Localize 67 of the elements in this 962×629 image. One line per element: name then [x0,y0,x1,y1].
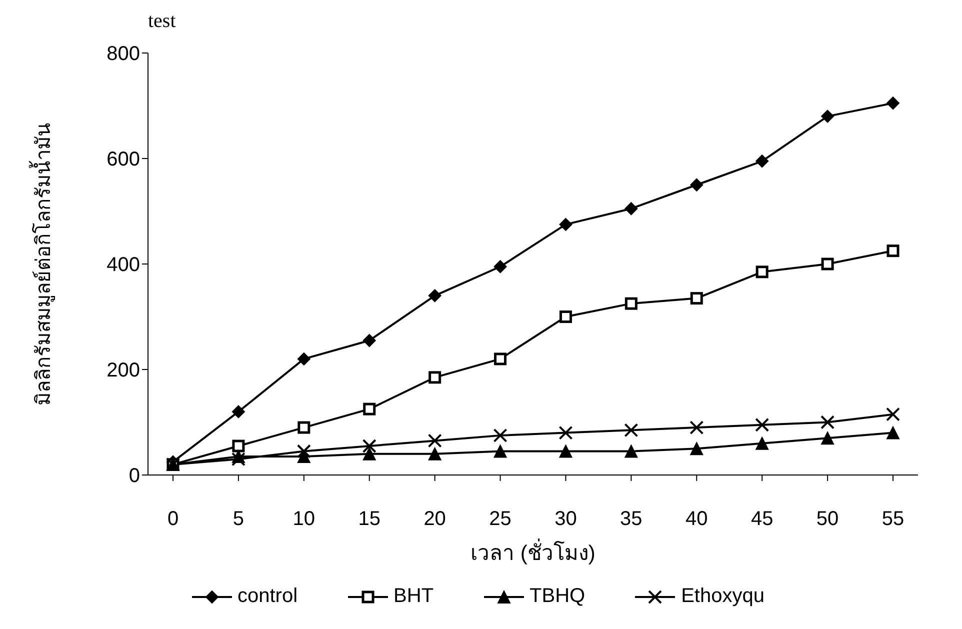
y-tick-label: 800 [106,43,140,66]
x-tick-label: 40 [686,508,708,530]
point [756,436,769,450]
x-tick-label: 45 [750,508,774,530]
point [756,154,769,168]
point [428,434,442,448]
point [559,310,572,323]
x-tick-label: 10 [292,508,316,530]
x-tick-label: 15 [358,508,380,530]
point [559,444,572,458]
point [428,447,442,460]
point [886,244,900,258]
point [690,420,704,435]
point [297,450,310,464]
x-axis-title: เวลา (ชั่วโมง) [470,538,596,565]
text: test [148,10,176,33]
point [363,402,376,416]
y-tick-label: 400 [106,254,140,276]
point [428,371,442,384]
point [558,426,573,440]
y-tick-label: 200 [106,360,140,382]
x-tick-label: 50 [816,508,839,530]
y-axis-title: มิลลิกรัมสมมูลย์ต่อกิโลกรัมน้ำมัน [29,122,56,406]
point [428,289,442,302]
point [624,202,638,216]
point [755,418,770,432]
x-tick-label: 0 [167,508,179,530]
legend-label: control [236,585,298,608]
point [494,444,507,458]
point [362,447,376,460]
point [297,352,310,366]
point [296,444,311,458]
y-tick-label: 600 [106,148,140,171]
point [362,334,376,347]
point [624,297,638,310]
legend-label: Ethoxyqu [680,585,764,608]
point [298,421,310,434]
legend-label: TBHQ [528,585,586,608]
point [886,407,900,422]
legend-label: BHT [392,585,434,608]
x-tick-label: 30 [554,508,577,530]
point [821,432,834,445]
x-tick-label: 25 [489,508,512,530]
point [821,258,834,270]
point [690,292,703,305]
point [362,438,376,453]
point [624,444,638,458]
x-tick-label: 55 [882,508,904,530]
point [690,178,704,192]
point [494,260,507,274]
point [821,110,834,123]
point [756,266,768,278]
y-tick-label: 0 [128,465,140,488]
point [494,352,507,366]
x-tick-label: 5 [232,508,244,530]
x-tick-label: 20 [424,508,446,530]
point [232,440,245,452]
x-tick-label: 35 [620,508,642,530]
point [232,405,245,418]
point [886,96,900,110]
point [820,415,835,430]
point [690,442,704,456]
point [493,428,508,442]
point [231,452,246,466]
point [624,423,638,438]
point [886,426,900,440]
point [559,218,572,231]
